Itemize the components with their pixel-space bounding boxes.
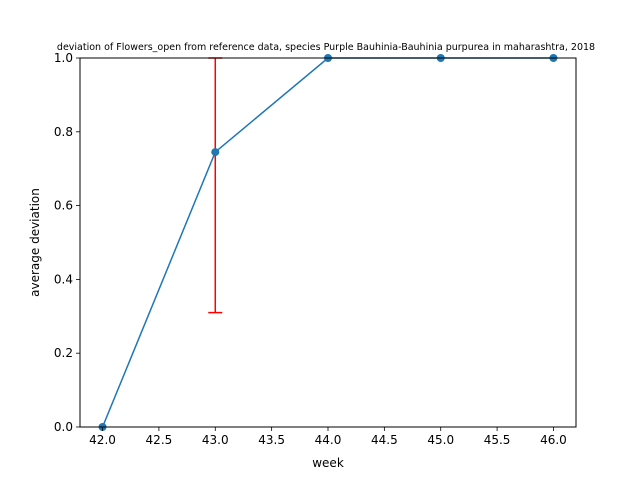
x-axis-label: week	[312, 456, 344, 470]
x-tick-label: 44.0	[315, 433, 342, 447]
x-tick-label: 46.0	[540, 433, 567, 447]
y-tick-label: 0.6	[54, 199, 73, 213]
x-tick-label: 43.0	[202, 433, 229, 447]
x-tick-label: 45.0	[427, 433, 454, 447]
y-tick-label: 1.0	[54, 51, 73, 65]
y-tick-label: 0.0	[54, 420, 73, 434]
x-tick-label: 43.5	[258, 433, 285, 447]
data-point	[211, 148, 220, 157]
y-tick-label: 0.8	[54, 125, 73, 139]
y-axis: 0.0 0.2 0.4 0.6 0.8 1.0	[54, 51, 80, 434]
x-tick-label: 42.0	[89, 433, 116, 447]
x-axis: 42.0 42.5 43.0 43.5 44.0 44.5 45.0 45.5 46.0	[89, 427, 567, 447]
x-tick-label: 45.5	[484, 433, 511, 447]
y-tick-label: 0.4	[54, 272, 73, 286]
x-tick-label: 44.5	[371, 433, 398, 447]
y-axis-label: average deviation	[28, 188, 42, 297]
chart-title: deviation of Flowers_open from reference…	[57, 42, 595, 53]
y-tick-label: 0.2	[54, 346, 73, 360]
x-tick-label: 42.5	[146, 433, 173, 447]
